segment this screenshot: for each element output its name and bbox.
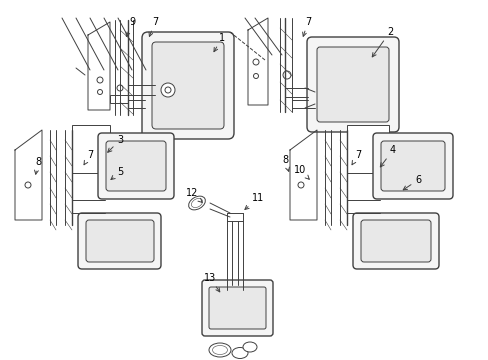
- Circle shape: [164, 87, 171, 93]
- Text: 13: 13: [203, 273, 219, 292]
- Circle shape: [97, 90, 102, 94]
- Ellipse shape: [188, 196, 205, 210]
- FancyBboxPatch shape: [306, 37, 398, 132]
- Circle shape: [252, 59, 259, 65]
- Bar: [72, 125, 110, 173]
- FancyBboxPatch shape: [360, 220, 430, 262]
- Text: 8: 8: [282, 155, 289, 171]
- Ellipse shape: [231, 347, 247, 359]
- Ellipse shape: [208, 343, 230, 357]
- Text: 1: 1: [214, 33, 224, 52]
- Ellipse shape: [212, 346, 227, 355]
- FancyBboxPatch shape: [78, 213, 161, 269]
- Text: 7: 7: [84, 150, 93, 165]
- Circle shape: [161, 83, 175, 97]
- Bar: [110, 95, 128, 103]
- Circle shape: [253, 73, 258, 78]
- Text: 7: 7: [351, 150, 360, 165]
- Text: 7: 7: [302, 17, 310, 36]
- FancyBboxPatch shape: [98, 133, 174, 199]
- Ellipse shape: [243, 342, 257, 352]
- FancyBboxPatch shape: [352, 213, 438, 269]
- FancyBboxPatch shape: [152, 42, 224, 129]
- FancyBboxPatch shape: [372, 133, 452, 199]
- Text: 11: 11: [244, 193, 264, 210]
- Circle shape: [97, 77, 103, 83]
- Ellipse shape: [191, 198, 202, 208]
- Circle shape: [283, 71, 290, 79]
- Text: 9: 9: [126, 17, 135, 36]
- Text: 3: 3: [107, 135, 123, 152]
- Text: 2: 2: [371, 27, 392, 57]
- FancyBboxPatch shape: [380, 141, 444, 191]
- FancyBboxPatch shape: [208, 287, 265, 329]
- FancyBboxPatch shape: [316, 47, 388, 122]
- FancyBboxPatch shape: [142, 32, 234, 139]
- Text: 6: 6: [403, 175, 420, 190]
- Text: 8: 8: [35, 157, 41, 174]
- Circle shape: [297, 182, 304, 188]
- Text: 7: 7: [149, 17, 158, 36]
- Text: 12: 12: [185, 188, 202, 202]
- FancyBboxPatch shape: [106, 141, 165, 191]
- Text: 5: 5: [111, 167, 123, 180]
- Text: 10: 10: [293, 165, 308, 179]
- Text: 4: 4: [380, 145, 395, 167]
- Bar: [346, 125, 388, 173]
- FancyBboxPatch shape: [86, 220, 154, 262]
- Circle shape: [117, 85, 123, 91]
- FancyBboxPatch shape: [202, 280, 272, 336]
- Circle shape: [25, 182, 31, 188]
